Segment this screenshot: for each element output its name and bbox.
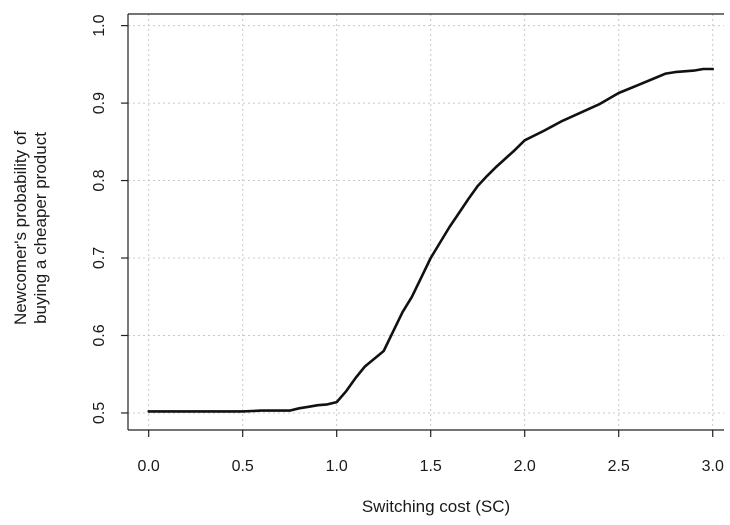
axis-titles: Switching cost (SC) Newcomer's probabili… [11, 131, 510, 516]
x-tick-label-0: 0.0 [138, 458, 160, 475]
series [147, 67, 714, 413]
y-tick-label-1: 0.6 [91, 324, 108, 346]
y-tick-label-0: 0.5 [91, 402, 108, 424]
x-tick-label-4: 2.0 [514, 458, 536, 475]
x-tick-label-5: 2.5 [608, 458, 630, 475]
y-axis-title-line-1: Newcomer's probability of [11, 131, 30, 325]
y-tick-label-4: 0.9 [91, 92, 108, 114]
series-line-0 [147, 67, 714, 413]
y-axis-title-line-2: buying a cheaper product [31, 132, 50, 324]
x-axis-title: Switching cost (SC) [362, 497, 510, 516]
axes [127, 13, 724, 431]
x-tick-label-6: 3.0 [702, 458, 724, 475]
y-tick-label-3: 0.8 [91, 169, 108, 191]
x-tick-label-3: 1.5 [420, 458, 442, 475]
y-tick-label-5: 1.0 [91, 14, 108, 36]
grid [128, 14, 724, 430]
y-tick-label-2: 0.7 [91, 247, 108, 269]
x-tick-label-1: 0.5 [232, 458, 254, 475]
x-tick-label-2: 1.0 [326, 458, 348, 475]
ticks: 0.0 0.5 1.0 1.5 2.0 2.5 3.0 0.5 0.6 0.7 0.8 0.9 1.0 [91, 14, 724, 475]
